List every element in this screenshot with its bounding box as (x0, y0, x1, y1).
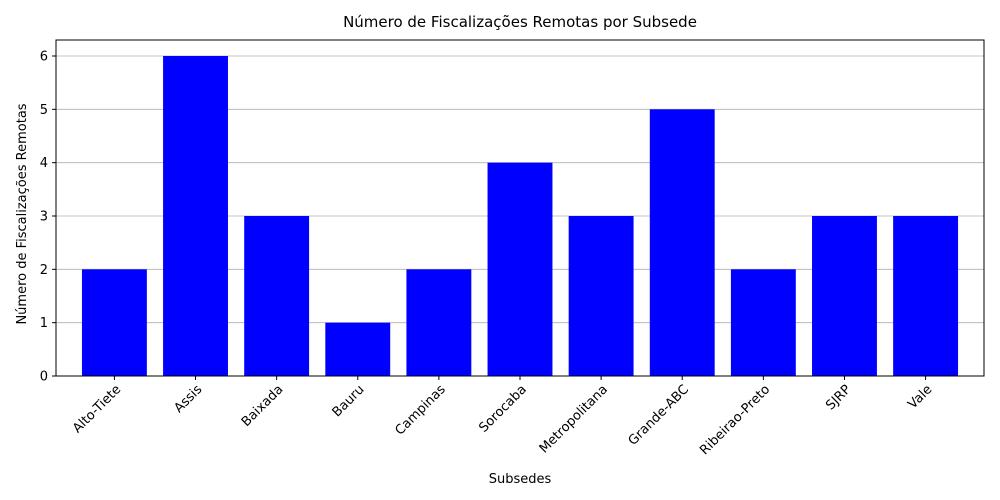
x-tick-label-5: Sorocaba (476, 382, 529, 435)
x-tick-label-9: SJRP (823, 382, 854, 413)
bar-assis (163, 56, 228, 376)
x-tick-label-6: Metropolitana (537, 382, 611, 456)
x-tick-label-8: Ribeirao-Preto (697, 382, 773, 458)
bar-vale (893, 216, 959, 376)
x-axis-label: Subsedes (489, 472, 552, 487)
bars-layer (81, 56, 959, 376)
x-tick-label-2: Baixada (239, 382, 287, 430)
x-tick-label-4: Campinas (392, 382, 448, 438)
bar-grande-abc (649, 109, 715, 376)
bar-ribeirao-preto (730, 269, 796, 376)
y-tick-label-2: 2 (40, 263, 48, 278)
y-tick-label-5: 5 (40, 103, 48, 118)
x-tick-label-1: Assis (172, 382, 206, 416)
chart-title: Número de Fiscalizações Remotas por Subs… (343, 13, 697, 31)
x-tick-label-7: Grande-ABC (626, 382, 692, 448)
y-axis-label: Número de Fiscalizações Remotas (15, 103, 30, 324)
y-tick-label-6: 6 (40, 50, 48, 65)
x-tick-label-3: Bauru (330, 382, 368, 420)
x-tick-label-10: Vale (905, 382, 935, 412)
y-tick-label-1: 1 (40, 316, 48, 331)
y-tick-label-0: 0 (40, 370, 48, 385)
y-tick-label-3: 3 (40, 210, 48, 225)
bar-campinas (406, 269, 472, 376)
bar-baixada (244, 216, 310, 376)
x-tick-label-0: Alto-Tiete (70, 382, 124, 436)
bar-metropolitana (568, 216, 634, 376)
y-tick-label-4: 4 (40, 156, 48, 171)
bar-sjrp (812, 216, 877, 376)
bar-bauru (325, 322, 391, 376)
bar-sorocaba (487, 162, 553, 376)
bar-alto-tiete (81, 269, 147, 376)
